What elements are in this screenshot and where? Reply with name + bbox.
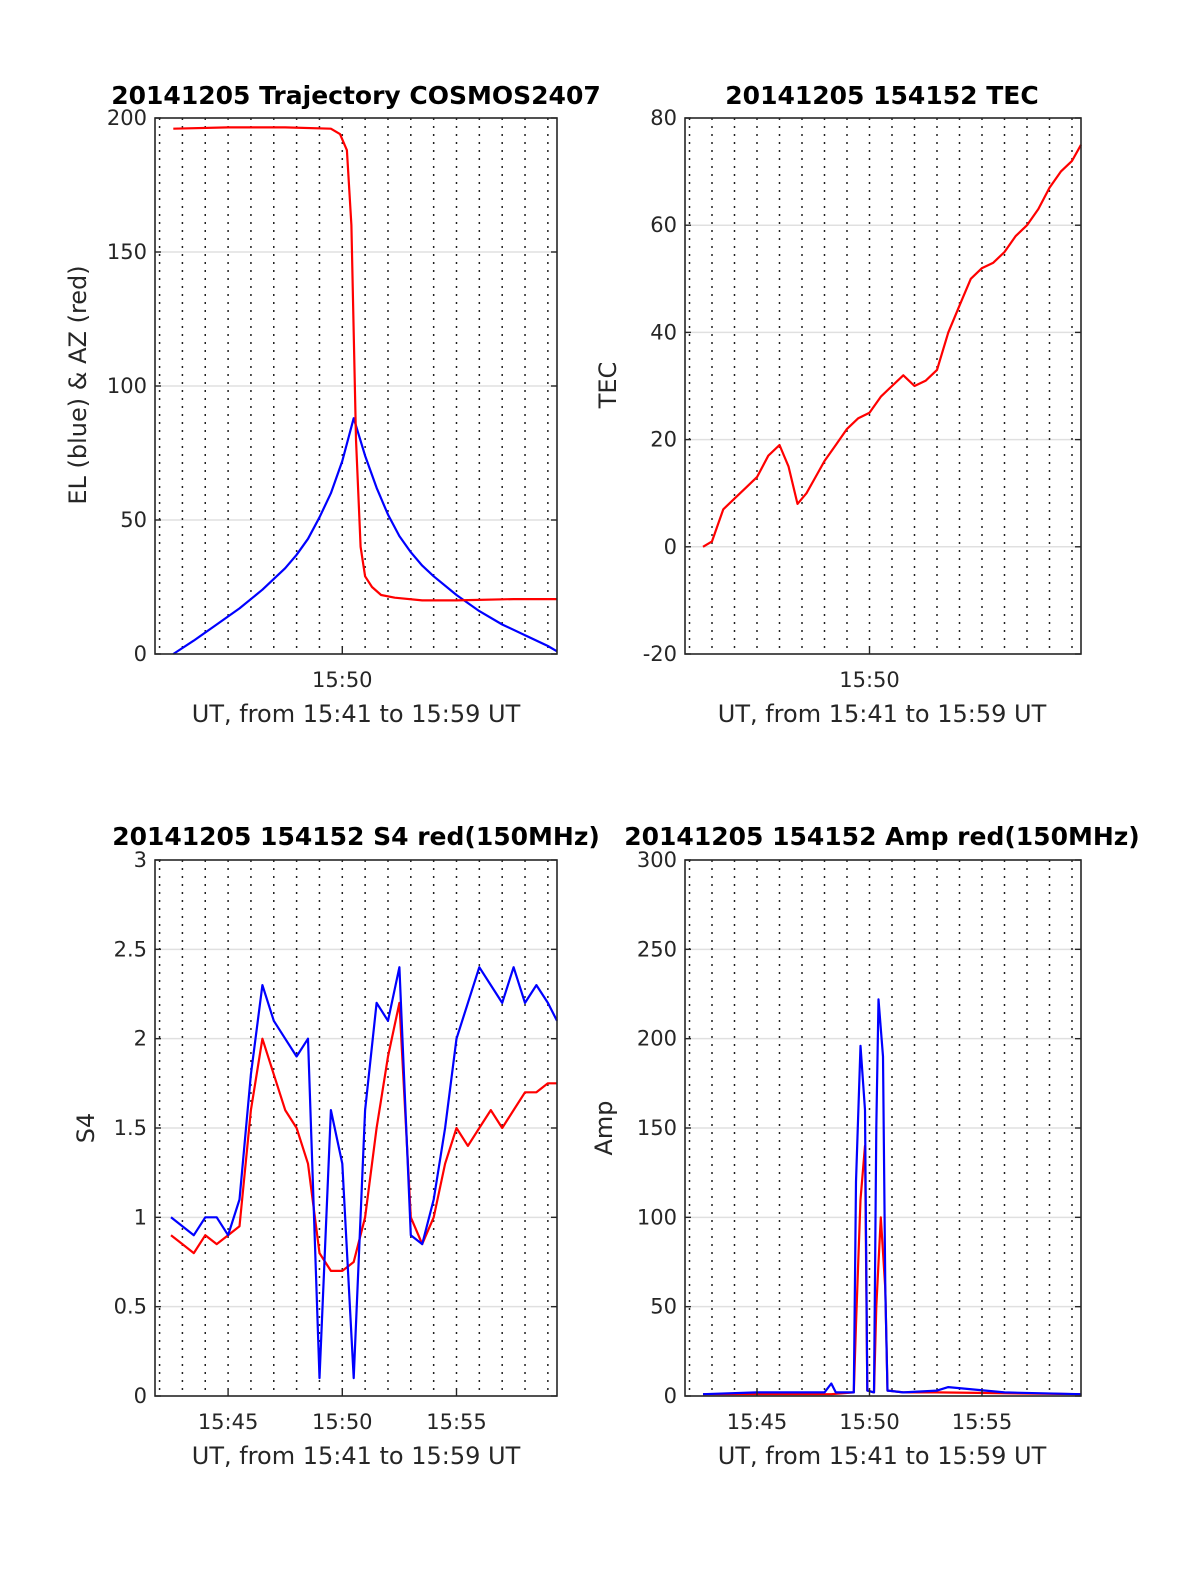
y-tick-label: 20 xyxy=(650,428,677,452)
y-tick-label: 300 xyxy=(637,848,677,872)
amp-title: 20141205 154152 Amp red(150MHz) xyxy=(624,822,1140,851)
y-tick-label: 60 xyxy=(650,213,677,237)
y-tick-label: 0 xyxy=(134,1384,147,1408)
trajectory-ylabel: EL (blue) & AZ (red) xyxy=(64,265,92,504)
x-tick-label: 15:55 xyxy=(952,1410,1013,1434)
y-tick-label: 50 xyxy=(650,1295,677,1319)
y-tick-label: 40 xyxy=(650,320,677,344)
x-tick-label: 15:55 xyxy=(426,1410,487,1434)
y-tick-label: 0.5 xyxy=(114,1295,147,1319)
y-tick-label: 0 xyxy=(664,1384,677,1408)
tec-panel: 20141205 154152 TEC UT, from 15:41 to 15… xyxy=(594,81,1082,728)
y-tick-label: 2.5 xyxy=(114,937,147,961)
tec-title: 20141205 154152 TEC xyxy=(725,81,1038,110)
s4-ylabel: S4 xyxy=(72,1113,100,1144)
y-tick-label: 3 xyxy=(134,848,147,872)
x-tick-label: 15:50 xyxy=(839,1410,900,1434)
x-tick-label: 15:50 xyxy=(839,668,900,692)
series-el-line xyxy=(172,417,558,655)
y-tick-label: 150 xyxy=(637,1116,677,1140)
trajectory-xlabel: UT, from 15:41 to 15:59 UT xyxy=(192,700,521,728)
y-tick-label: 100 xyxy=(107,374,147,398)
tec-ylabel: TEC xyxy=(594,362,622,410)
amp-ylabel: Amp xyxy=(590,1100,618,1155)
series-blue-line xyxy=(170,966,558,1380)
y-tick-label: 150 xyxy=(107,240,147,264)
tec-plot: -20 0 20 40 60 80 15:50 xyxy=(643,106,1082,692)
x-tick-label: 15:45 xyxy=(727,1410,788,1434)
axes-frame xyxy=(684,117,1082,655)
series-blue-line xyxy=(702,998,1082,1396)
y-tick-label: 80 xyxy=(650,106,677,130)
series-tec-line xyxy=(702,144,1082,548)
amp-xlabel: UT, from 15:41 to 15:59 UT xyxy=(718,1442,1047,1470)
y-tick-label: -20 xyxy=(643,642,677,666)
s4-xlabel: UT, from 15:41 to 15:59 UT xyxy=(192,1442,521,1470)
y-tick-label: 1 xyxy=(134,1205,147,1229)
amp-panel: 20141205 154152 Amp red(150MHz) UT, from… xyxy=(590,822,1140,1470)
trajectory-plot: 0 50 100 150 200 15:50 xyxy=(107,106,558,692)
y-tick-label: 100 xyxy=(637,1205,677,1229)
amp-plot: 0 50 100 150 200 250 300 15:45 15:50 15:55 xyxy=(637,848,1082,1434)
y-tick-label: 50 xyxy=(120,508,147,532)
y-tick-label: 250 xyxy=(637,937,677,961)
y-tick-label: 0 xyxy=(134,642,147,666)
x-tick-label: 15:50 xyxy=(312,668,373,692)
trajectory-title: 20141205 Trajectory COSMOS2407 xyxy=(111,81,601,110)
y-tick-label: 0 xyxy=(664,535,677,559)
y-tick-label: 200 xyxy=(107,106,147,130)
y-tick-label: 1.5 xyxy=(114,1116,147,1140)
x-tick-label: 15:45 xyxy=(198,1410,259,1434)
s4-plot: 0 0.5 1 1.5 2 2.5 3 15:45 15:50 15:55 xyxy=(114,848,558,1434)
series-red-line xyxy=(170,1001,557,1273)
y-tick-label: 200 xyxy=(637,1027,677,1051)
y-tick-label: 2 xyxy=(134,1027,147,1051)
s4-title: 20141205 154152 S4 red(150MHz) xyxy=(112,822,600,851)
series-az-line xyxy=(173,126,557,602)
trajectory-panel: 20141205 Trajectory COSMOS2407 UT, from … xyxy=(64,81,601,728)
tec-xlabel: UT, from 15:41 to 15:59 UT xyxy=(718,700,1047,728)
x-tick-label: 15:50 xyxy=(312,1410,373,1434)
s4-panel: 20141205 154152 S4 red(150MHz) UT, from … xyxy=(72,822,600,1470)
